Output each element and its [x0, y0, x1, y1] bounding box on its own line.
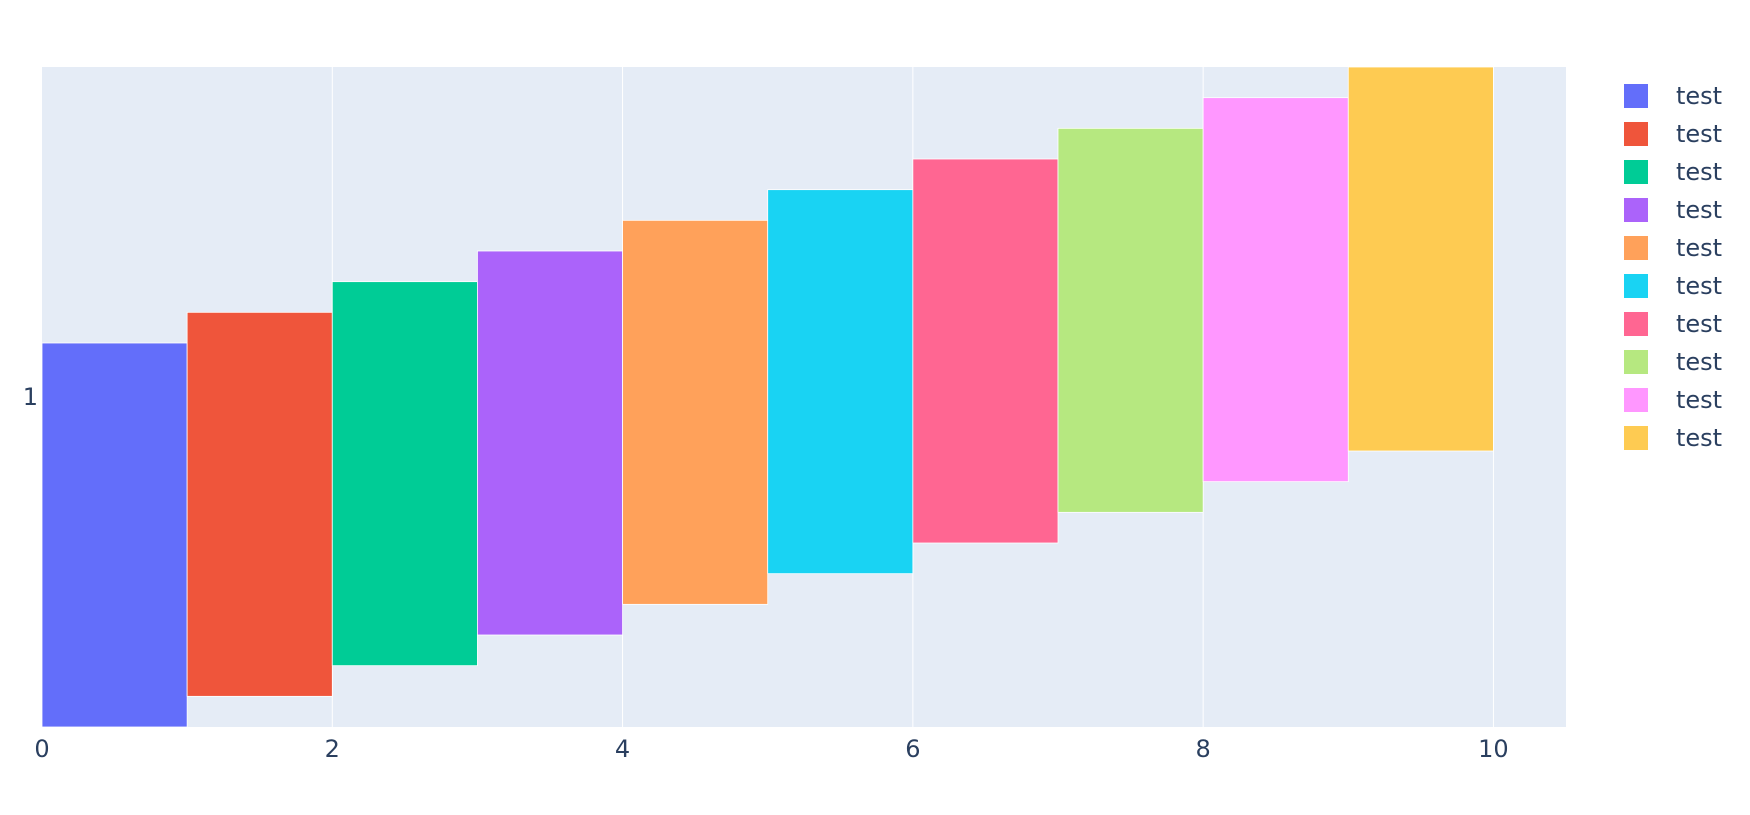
legend-label: test — [1676, 348, 1722, 376]
legend-label: test — [1676, 120, 1722, 148]
legend: test test test test test test test test test test — [1624, 82, 1722, 452]
bar-9 — [1347, 66, 1494, 452]
x-tick-label: 4 — [615, 735, 630, 763]
x-tick-label: 6 — [905, 735, 920, 763]
legend-label: test — [1676, 310, 1722, 338]
legend-label: test — [1676, 82, 1722, 110]
bar-1 — [186, 311, 333, 697]
x-tick-label: 0 — [34, 735, 49, 763]
legend-label: test — [1676, 196, 1722, 224]
bar-4 — [622, 219, 769, 605]
legend-swatch — [1624, 388, 1648, 412]
x-tick-label: 2 — [325, 735, 340, 763]
legend-swatch — [1624, 426, 1648, 450]
bar-5 — [767, 189, 914, 575]
legend-swatch — [1624, 160, 1648, 184]
legend-swatch — [1624, 312, 1648, 336]
legend-label: test — [1676, 234, 1722, 262]
x-tick-label: 10 — [1478, 735, 1509, 763]
legend-swatch — [1624, 198, 1648, 222]
legend-swatch — [1624, 274, 1648, 298]
x-tick-label: 8 — [1196, 735, 1211, 763]
bar-7 — [1057, 127, 1204, 513]
bar-2 — [331, 281, 478, 667]
bar-6 — [912, 158, 1059, 544]
legend-label: test — [1676, 386, 1722, 414]
legend-label: test — [1676, 158, 1722, 186]
legend-swatch — [1624, 122, 1648, 146]
y-tick-label: 1 — [23, 383, 38, 411]
legend-swatch — [1624, 350, 1648, 374]
bar-3 — [477, 250, 623, 636]
legend-swatch — [1624, 84, 1648, 108]
bar-0 — [41, 342, 188, 728]
legend-label: test — [1676, 272, 1722, 300]
y-axis-ticks: 1 — [23, 383, 38, 411]
bars — [41, 66, 1494, 728]
legend-swatch — [1624, 236, 1648, 260]
x-axis-ticks: 0 2 4 6 8 10 — [34, 735, 1508, 763]
bar-8 — [1202, 97, 1349, 483]
legend-label: test — [1676, 424, 1722, 452]
